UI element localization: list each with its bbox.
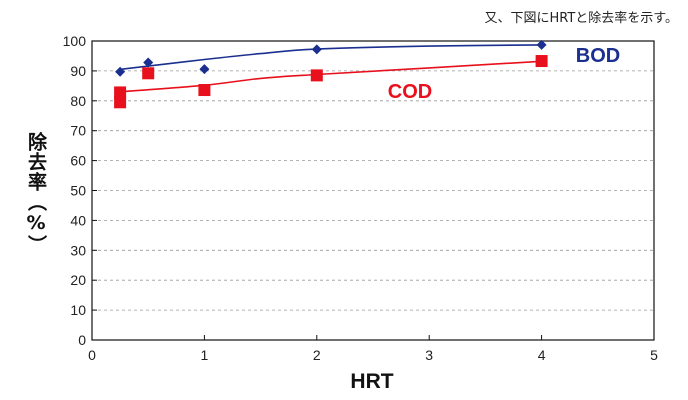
y-tick-label-7: 70 <box>70 123 86 139</box>
x-tick-label-3: 3 <box>425 347 433 363</box>
cod-point-0 <box>114 86 127 99</box>
y-tick-label-8: 80 <box>70 93 86 109</box>
cod-point-3 <box>198 84 211 97</box>
bod-point-0 <box>115 66 126 77</box>
cod-series-label: COD <box>388 81 432 103</box>
y-tick-label-3: 30 <box>70 242 86 258</box>
cod-point-2 <box>142 67 155 80</box>
x-tick-label-4: 4 <box>538 347 546 363</box>
y-tick-label-6: 60 <box>70 153 86 169</box>
bod-point-4 <box>536 39 547 50</box>
bod-point-1 <box>143 57 154 68</box>
cod-trend-line <box>120 60 542 93</box>
x-axis-title: HRT <box>350 370 393 393</box>
bod-point-2 <box>199 64 210 75</box>
y-tick-label-2: 20 <box>70 272 86 288</box>
y-tick-label-10: 100 <box>63 33 87 49</box>
y-tick-label-0: 0 <box>78 332 86 348</box>
y-tick-label-9: 90 <box>70 63 86 79</box>
x-tick-label-1: 1 <box>201 347 209 363</box>
y-axis-title: 除去率（%） <box>25 132 47 255</box>
cod-point-4 <box>310 69 323 82</box>
x-tick-label-5: 5 <box>650 347 658 363</box>
bod-point-3 <box>311 44 322 55</box>
cod-point-1 <box>114 96 127 109</box>
y-tick-label-4: 40 <box>70 212 86 228</box>
caption-text: 又、下図にHRTと除去率を示す。 <box>484 11 678 26</box>
x-tick-label-2: 2 <box>313 347 321 363</box>
y-tick-label-5: 50 <box>70 183 86 199</box>
x-tick-label-0: 0 <box>88 347 96 363</box>
y-tick-label-1: 10 <box>70 302 86 318</box>
bod-series-label: BOD <box>576 45 620 67</box>
cod-point-5 <box>535 55 548 68</box>
